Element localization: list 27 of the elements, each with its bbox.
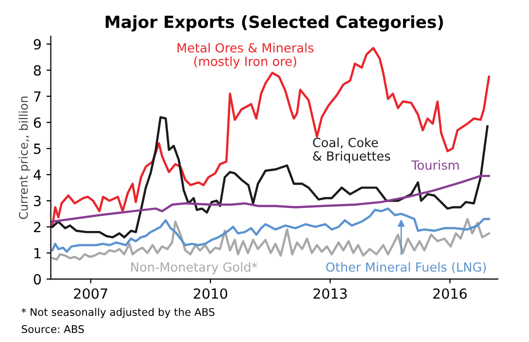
y-tick-label: 0 (34, 274, 41, 285)
y-tick-label: 2 (34, 222, 40, 232)
y-axis-title: Current price,, billion (18, 96, 30, 220)
text: * Not seasonally adjusted by the ABS (21, 308, 214, 318)
y-tick-label: 8 (34, 65, 41, 76)
y-tick-label: 3 (34, 196, 41, 206)
line-series (51, 116, 489, 238)
y-tick-label: 6 (34, 117, 41, 128)
y-tick-label: 1 (34, 248, 40, 258)
x-tick-label: 2010 (194, 288, 228, 299)
source-note: Source: ABS (22, 325, 84, 334)
series-label: Tourism (411, 160, 459, 170)
series-label: Non-Monetary Gold* (131, 262, 258, 274)
chart-title: Major Exports (Selected Categories) (106, 15, 443, 32)
y-tick-label: 7 (34, 91, 41, 102)
line-series (51, 207, 490, 253)
x-tick-label: 2016 (433, 288, 467, 299)
y-tick-label: 9 (34, 39, 41, 50)
y-tick-label: 5 (34, 144, 41, 154)
y-tick-label: 4 (34, 170, 41, 180)
line-series (51, 174, 490, 223)
line-series (51, 218, 490, 261)
series-label: Coal, Coke & Briquettes (312, 138, 390, 164)
x-tick-label: 2013 (314, 288, 347, 299)
text: Metal Ores & Minerals (mostly Iron ore) (178, 42, 314, 68)
x-tick-label: 2007 (74, 288, 108, 299)
text: Other Mineral Fuels (LNG) (326, 262, 486, 274)
